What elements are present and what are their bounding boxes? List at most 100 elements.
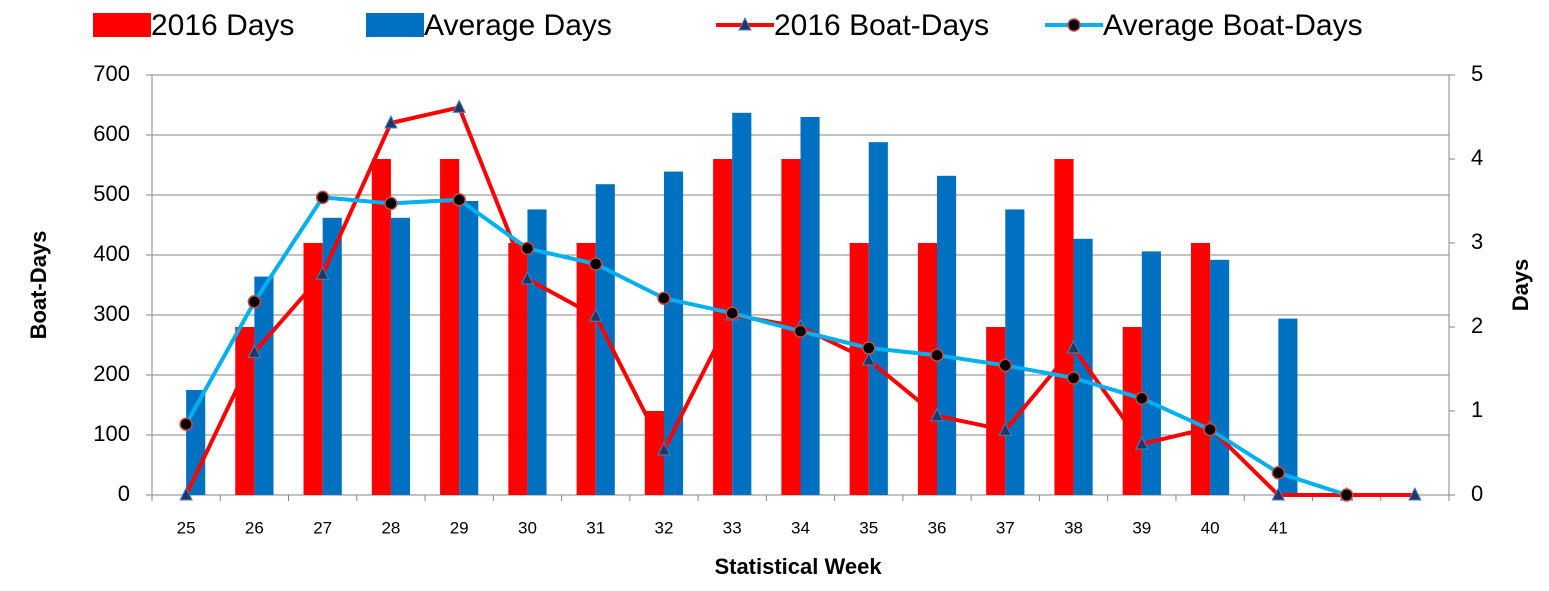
x-tick-label: 31 [586,518,605,537]
bar [390,217,411,496]
marker [1271,466,1286,480]
y-tick-label: 400 [93,241,130,266]
y-tick-label: 600 [93,121,130,146]
legend-label: Average Boat-Days [1103,9,1363,42]
bar [303,243,323,495]
legend-marker [738,16,752,31]
bar [1122,327,1142,495]
marker [315,190,330,205]
bar [1210,259,1230,495]
bar [800,117,820,495]
bar [1190,243,1211,495]
marker [861,351,876,366]
marker [998,358,1013,373]
marker [452,99,466,113]
marker [1271,486,1286,501]
bar [440,159,460,495]
bar [576,243,596,495]
legend-label: 2016 Boat-Days [774,9,989,42]
marker [1066,371,1081,385]
marker [1203,422,1217,437]
bar [235,327,255,495]
marker [793,324,808,338]
marker [1408,486,1422,501]
y-axis-title: Boat-Days [26,231,51,340]
y-tick-label: 200 [93,361,130,386]
marker [1135,435,1149,450]
x-tick-label: 38 [1064,518,1083,537]
bar [644,411,664,495]
marker [452,193,466,207]
bar [595,184,615,495]
marker [998,422,1013,436]
legend-marker [1067,18,1081,32]
marker [588,308,603,322]
marker [179,417,193,431]
x-tick-label: 30 [518,518,537,537]
x-tick-label: 28 [381,518,400,537]
marker [384,196,398,211]
bar [254,276,274,495]
x-tick-label: 33 [723,518,742,537]
marker [930,348,944,362]
marker [520,241,535,256]
x-tick-label: 41 [1269,518,1288,537]
x-tick-label: 25 [177,518,196,537]
y-tick-label: 0 [118,481,130,506]
y-tick-label: 500 [93,181,130,206]
bar [937,175,957,496]
x-axis-title: Statistical Week [714,554,882,579]
marker [862,341,876,355]
marker [384,114,398,129]
marker [657,441,671,456]
marker [247,295,262,309]
marker [520,270,535,285]
y-tick-label: 300 [93,301,130,326]
bar [1054,159,1074,495]
bar [459,201,479,495]
marker [588,257,603,271]
bar [1073,238,1093,496]
bar [849,243,869,495]
marker [1066,339,1081,354]
x-tick-label: 36 [928,518,947,537]
bar [917,243,938,495]
bar [713,159,733,495]
marker [725,306,739,320]
legend-label: Average Days [424,9,612,42]
marker [179,486,193,501]
bar [322,217,342,496]
bar [663,171,684,495]
marker [1135,391,1149,406]
bar [508,243,528,495]
bar [1141,251,1161,495]
bar [986,327,1006,495]
bar [868,142,888,495]
marker [247,344,262,358]
y2-tick-label: 5 [1471,61,1483,86]
bar [732,112,752,496]
legend-swatch [93,13,151,37]
y2-axis-title: Days [1508,259,1533,312]
marker [657,291,671,305]
marker [315,266,330,280]
x-tick-label: 39 [1132,518,1151,537]
marker [930,407,944,422]
y2-tick-label: 4 [1471,145,1483,170]
marker [1339,488,1354,502]
bar [1005,209,1025,495]
bar [371,159,391,495]
y-tick-label: 100 [93,421,130,446]
y2-tick-label: 1 [1471,397,1483,422]
x-tick-label: 32 [655,518,674,537]
x-tick-label: 27 [313,518,332,537]
y2-tick-label: 3 [1471,229,1483,254]
x-tick-label: 34 [791,518,810,537]
y2-tick-label: 0 [1471,481,1483,506]
x-tick-label: 26 [245,518,264,537]
x-tick-label: 37 [996,518,1015,537]
x-tick-label: 35 [859,518,878,537]
legend-swatch [366,13,424,37]
y2-tick-label: 2 [1471,313,1483,338]
